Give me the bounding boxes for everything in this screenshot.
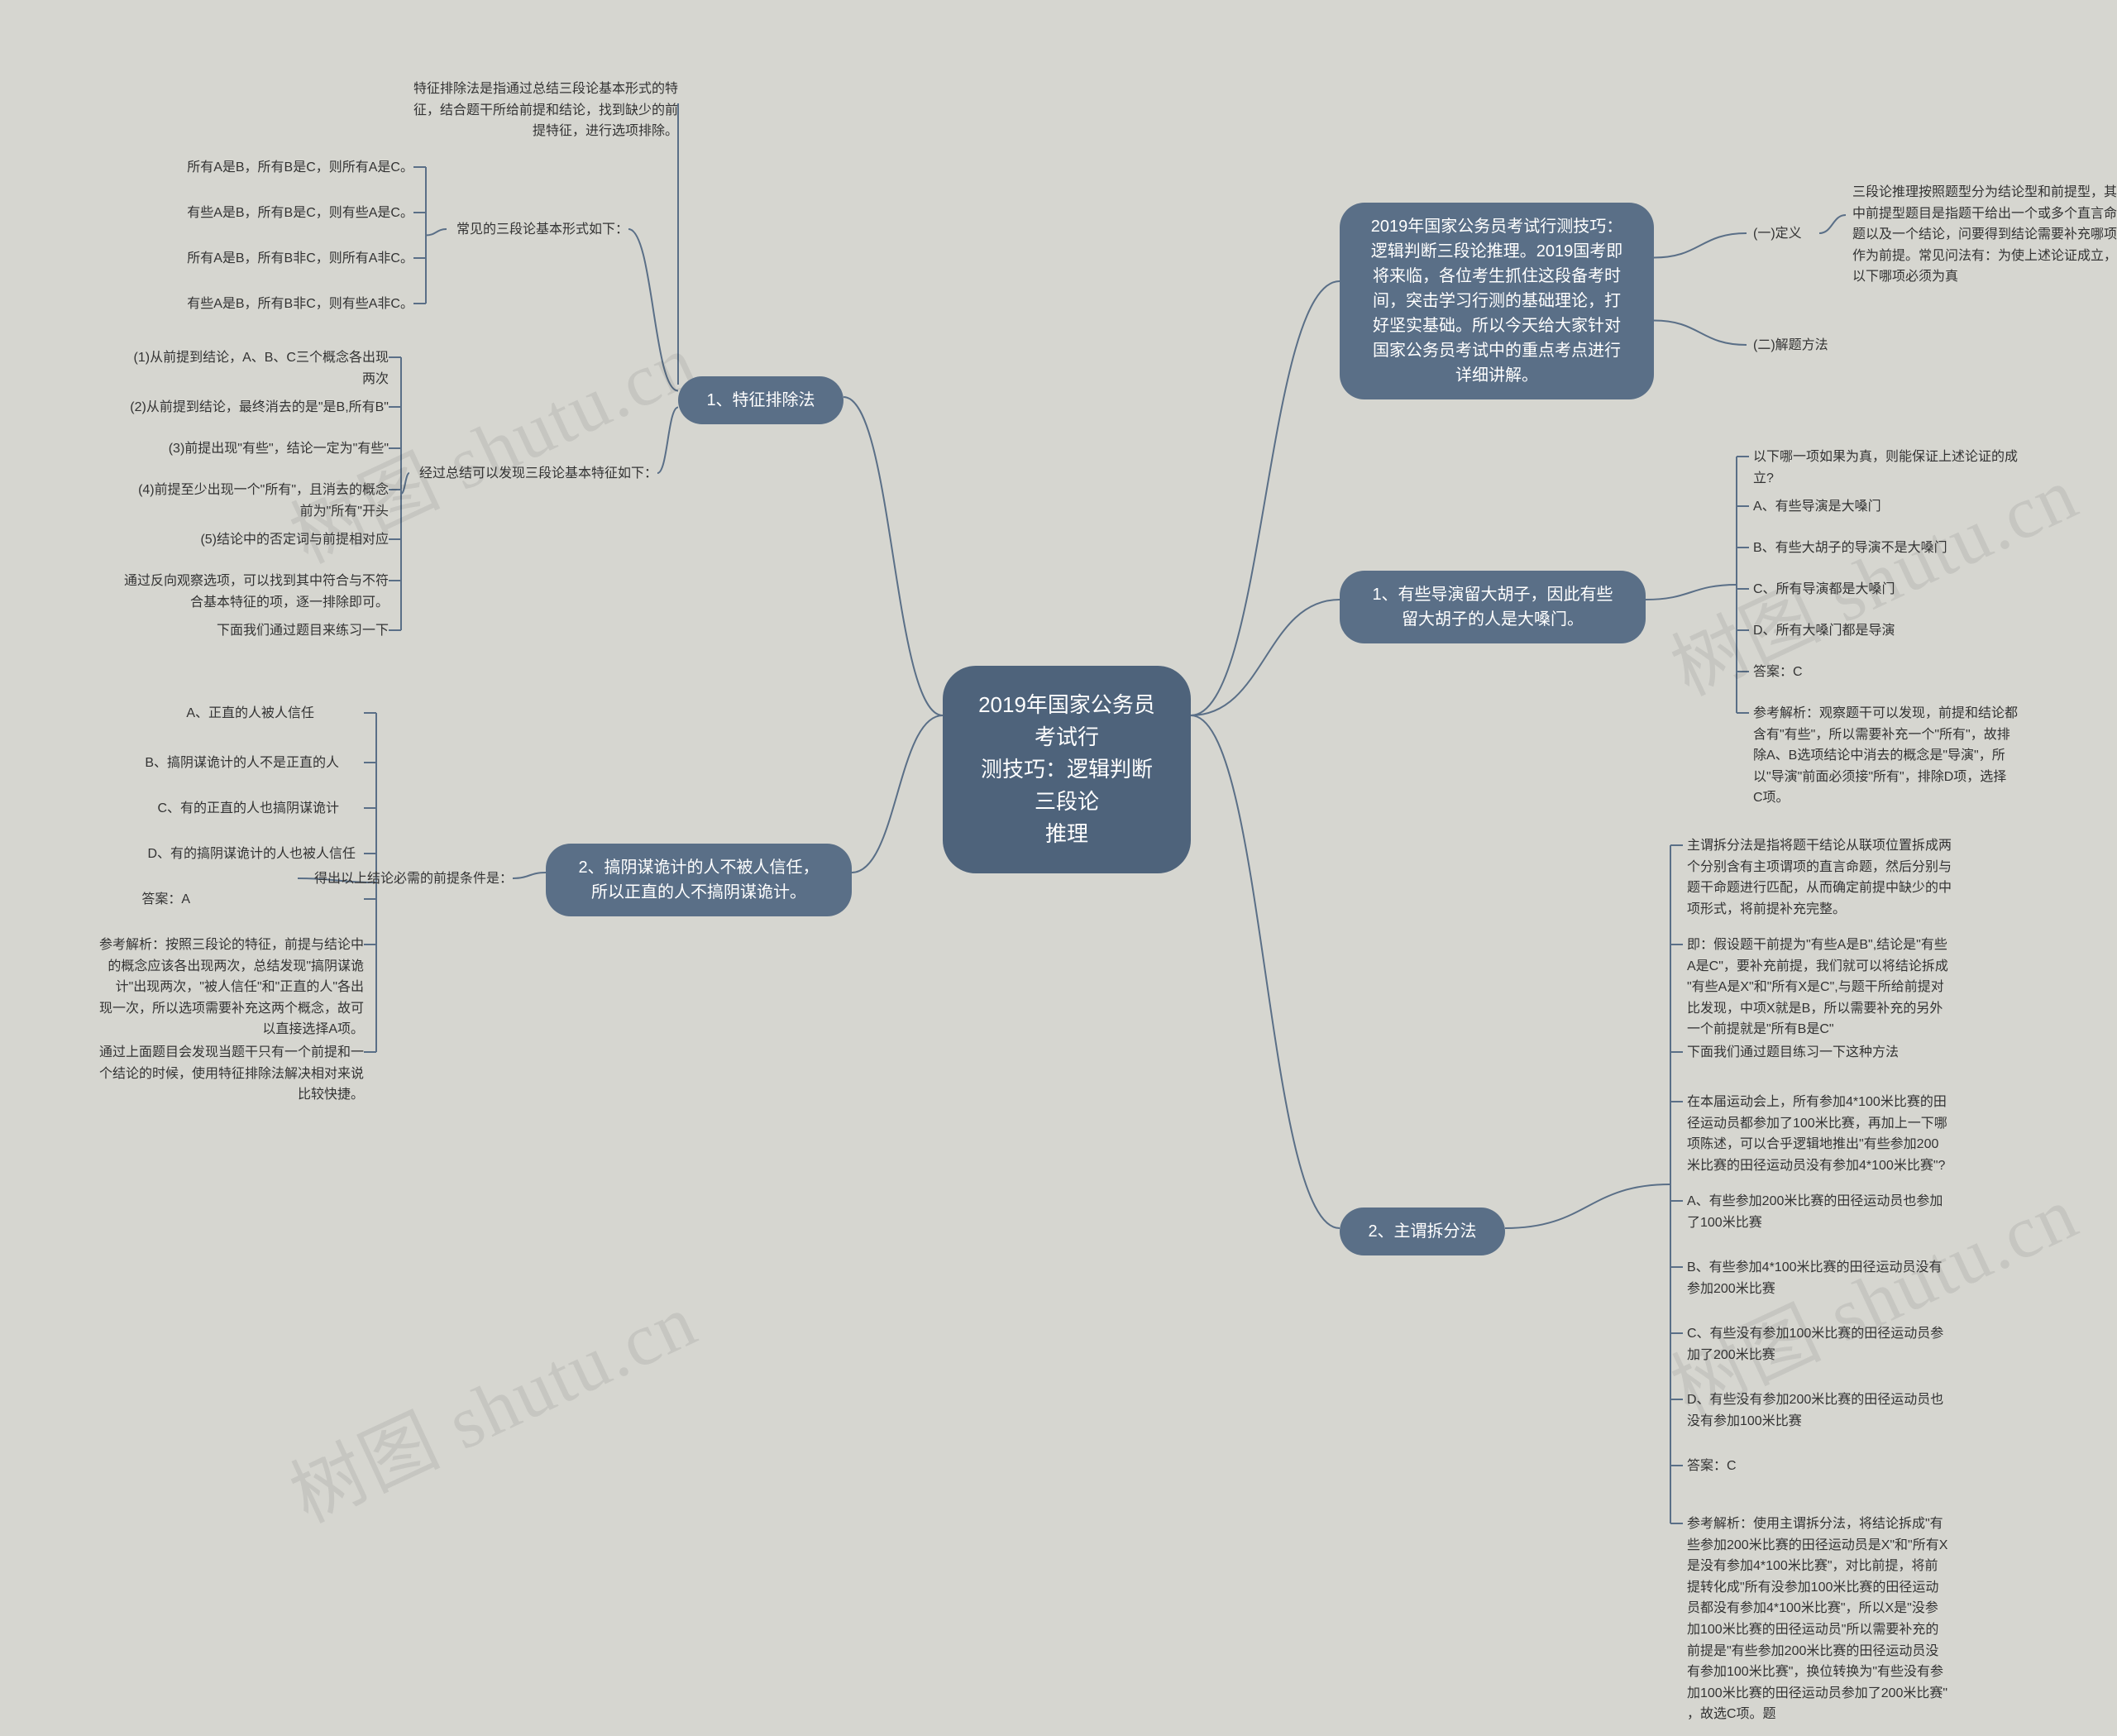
leaf-text: D、有的搞阴谋诡计的人也被人信任 — [108, 844, 356, 865]
leaf-text: (2)从前提到结论，最终消去的是"是B,所有B" — [116, 397, 389, 418]
branch-node: 2、主谓拆分法 — [1340, 1208, 1505, 1255]
leaf-text: B、有些大胡子的导演不是大嗓门 — [1753, 538, 1968, 559]
leaf-text: 参考解析：按照三段论的特征，前提与结论中的概念应该各出现两次，总结发现"搞阴谋诡… — [83, 935, 364, 1040]
leaf-text: B、搞阴谋诡计的人不是正直的人 — [108, 753, 339, 774]
leaf-text: 有些A是B，所有B是C，则有些A是C。 — [149, 203, 413, 224]
leaf-text: (一)定义 — [1753, 223, 1819, 245]
leaf-text: 下面我们通过题目来练习一下 — [116, 620, 389, 642]
leaf-text: (1)从前提到结论，A、B、C三个概念各出现两次 — [116, 347, 389, 390]
leaf-text: (3)前提出现"有些"，结论一定为"有些" — [116, 438, 389, 460]
leaf-text: 即：假设题干前提为"有些A是B",结论是"有些A是C"，要补充前提，我们就可以将… — [1687, 935, 1960, 1040]
leaf-text: 答案：A — [108, 889, 190, 911]
leaf-text: (二)解题方法 — [1753, 335, 1852, 356]
leaf-text: 通过反向观察选项，可以找到其中符合与不符合基本特征的项，逐一排除即可。 — [116, 571, 389, 613]
leaf-text: 经过总结可以发现三段论基本特征如下： — [409, 463, 657, 485]
leaf-text: 答案：C — [1753, 662, 1836, 683]
leaf-text: 答案：C — [1687, 1456, 1770, 1477]
leaf-text: D、所有大嗓门都是导演 — [1753, 620, 1919, 642]
leaf-text: 有些A是B，所有B非C，则有些A非C。 — [149, 294, 413, 315]
leaf-text: 特征排除法是指通过总结三段论基本形式的特征，结合题干所给前提和结论，找到缺少的前… — [413, 79, 678, 142]
leaf-text: C、所有导演都是大嗓门 — [1753, 579, 1919, 600]
leaf-text: 所有A是B，所有B是C，则所有A是C。 — [149, 157, 413, 179]
branch-node: 1、有些导演留大胡子，因此有些留大胡子的人是大嗓门。 — [1340, 571, 1646, 643]
leaf-text: 主谓拆分法是指将题干结论从联项位置拆成两个分别含有主项谓项的直言命题，然后分别与… — [1687, 835, 1960, 920]
leaf-text: 所有A是B，所有B非C，则所有A非C。 — [149, 248, 413, 270]
leaf-text: 下面我们通过题目练习一下这种方法 — [1687, 1042, 1935, 1064]
leaf-text: 常见的三段论基本形式如下： — [447, 219, 628, 241]
leaf-text: 在本届运动会上，所有参加4*100米比赛的田径运动员都参加了100米比赛，再加上… — [1687, 1092, 1960, 1176]
leaf-text: 三段论推理按照题型分为结论型和前提型，其中前提型题目是指题干给出一个或多个直言命… — [1852, 182, 2117, 288]
watermark: 树图 shutu.cn — [270, 1261, 711, 1543]
leaf-text: 以下哪一项如果为真，则能保证上述论证的成立? — [1753, 447, 2026, 489]
leaf-text: 通过上面题目会发现当题干只有一个前提和一个结论的时候，使用特征排除法解决相对来说… — [83, 1042, 364, 1106]
leaf-text: A、正直的人被人信任 — [108, 703, 314, 725]
branch-node: 1、特征排除法 — [678, 376, 843, 424]
branch-node: 2019年国家公务员考试行测技巧：逻辑判断三段论推理。2019国考即将来临，各位… — [1340, 203, 1654, 399]
leaf-text: B、有些参加4*100米比赛的田径运动员没有参加200米比赛 — [1687, 1257, 1960, 1299]
leaf-text: A、有些参加200米比赛的田径运动员也参加了100米比赛 — [1687, 1191, 1960, 1233]
leaf-text: 参考解析：观察题干可以发现，前提和结论都含有"有些"，所以需要补充一个"所有"，… — [1753, 703, 2026, 809]
root-label: 2019年国家公务员考试行测技巧：逻辑判断三段论推理 — [971, 689, 1163, 850]
leaf-text: D、有些没有参加200米比赛的田径运动员也没有参加100米比赛 — [1687, 1389, 1960, 1432]
leaf-text: 得出以上结论必需的前提条件是： — [298, 868, 513, 890]
leaf-text: (5)结论中的否定词与前提相对应 — [116, 529, 389, 551]
leaf-text: 参考解析：使用主谓拆分法，将结论拆成"有些参加200米比赛的田径运动员是X"和"… — [1687, 1514, 1960, 1725]
root-node: 2019年国家公务员考试行测技巧：逻辑判断三段论推理 — [943, 666, 1191, 873]
branch-node: 2、搞阴谋诡计的人不被人信任，所以正直的人不搞阴谋诡计。 — [546, 844, 852, 916]
leaf-text: (4)前提至少出现一个"所有"，且消去的概念前为"所有"开头 — [116, 480, 389, 522]
leaf-text: C、有些没有参加100米比赛的田径运动员参加了200米比赛 — [1687, 1323, 1960, 1365]
leaf-text: C、有的正直的人也搞阴谋诡计 — [108, 798, 339, 820]
leaf-text: A、有些导演是大嗓门 — [1753, 496, 1919, 518]
